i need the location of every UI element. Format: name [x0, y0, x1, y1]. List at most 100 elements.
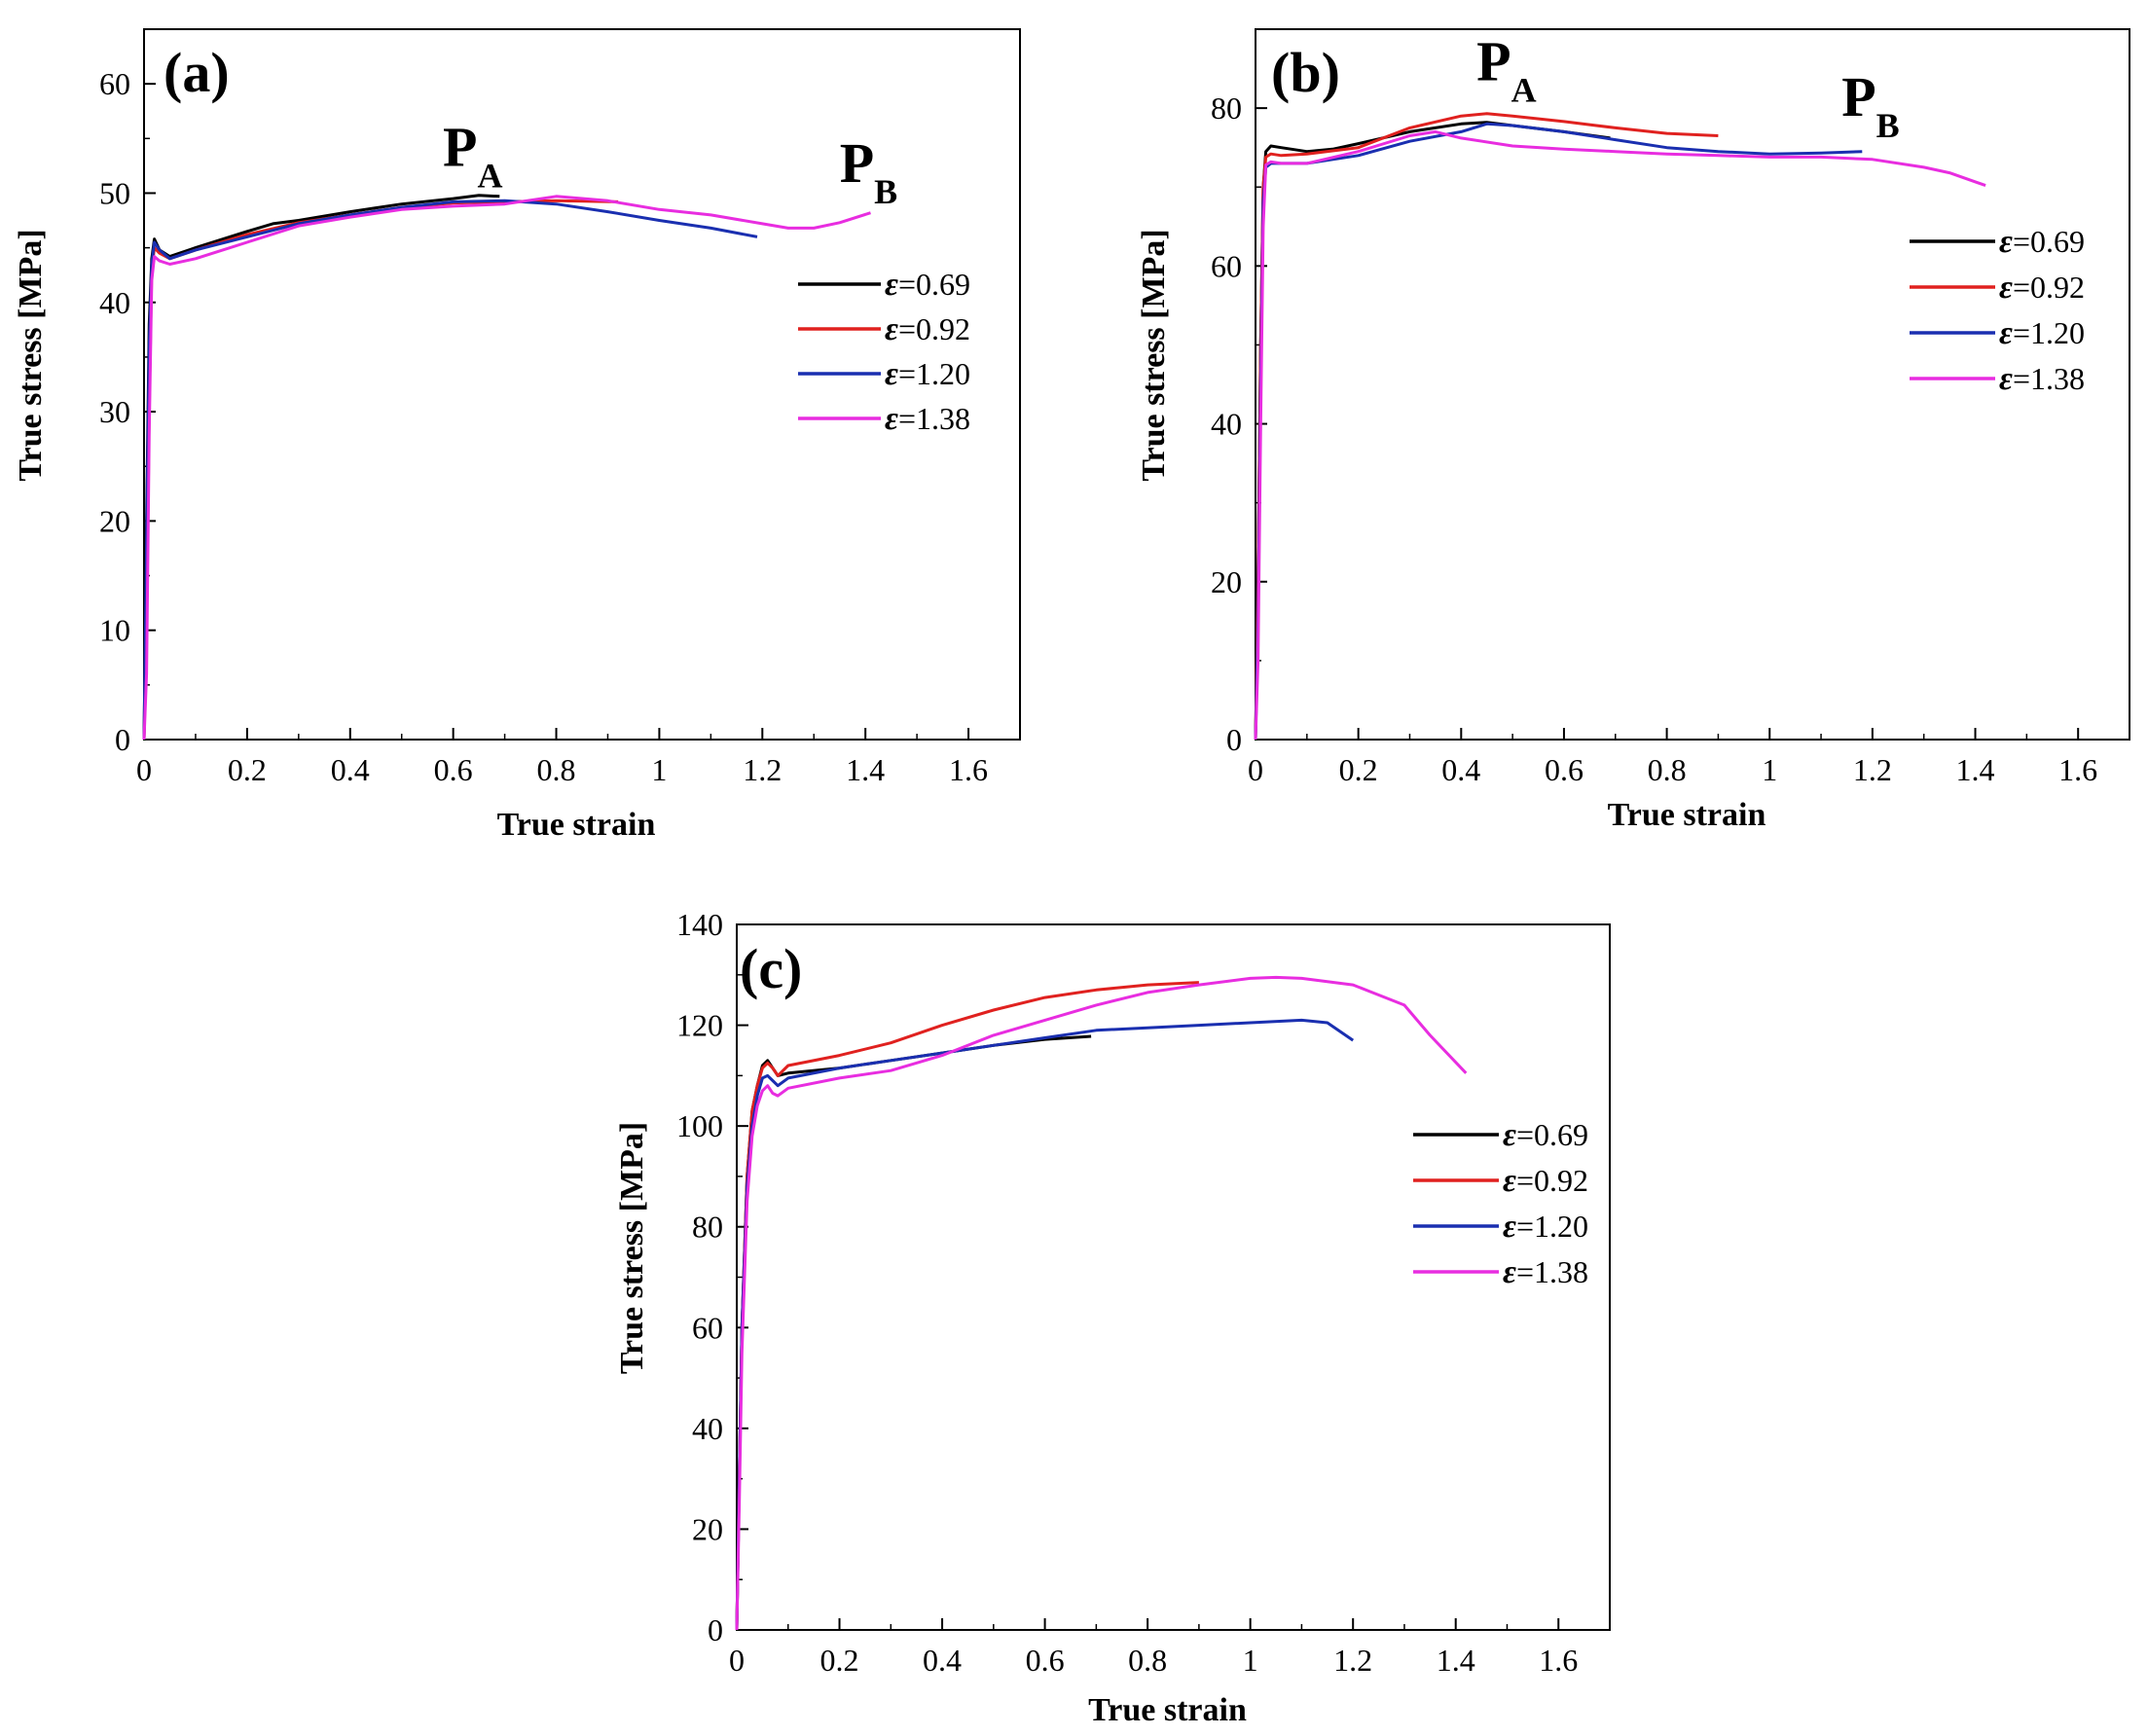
legend-label: ε=0.69 [1503, 1117, 1588, 1153]
y-axis-title: True stress [MPa] [13, 229, 49, 481]
legend-value: =0.69 [2013, 224, 2085, 259]
legend-epsilon: ε [885, 356, 898, 392]
legend-epsilon: ε [1503, 1254, 1516, 1290]
legend-label: ε=0.92 [1503, 1163, 1588, 1199]
y-tick-label: 40 [99, 285, 130, 320]
plot-frame [143, 28, 1021, 741]
y-tick-label: 0 [708, 1612, 723, 1647]
legend-label: ε=0.69 [1999, 224, 2085, 260]
y-tick-label: 20 [99, 503, 130, 538]
legend-epsilon: ε [885, 311, 898, 347]
legend-value: =0.69 [1516, 1117, 1588, 1152]
y-tick-label: 20 [692, 1511, 723, 1546]
x-tick-label: 0.6 [1545, 752, 1584, 787]
x-tick-label: 1.6 [949, 752, 988, 787]
y-tick-label: 100 [676, 1108, 723, 1143]
legend-epsilon: ε [1999, 315, 2013, 351]
x-axis-title: True strain [1088, 1692, 1247, 1728]
x-tick-label: 0.8 [1128, 1643, 1167, 1678]
series-line-eps-0.92 [735, 981, 1199, 1631]
series-line-eps-1.20 [1254, 122, 1863, 741]
series-line-eps-1.38 [735, 975, 1468, 1631]
legend-label: ε=1.38 [1999, 361, 2085, 397]
legend-epsilon: ε [1503, 1163, 1516, 1199]
legend-epsilon: ε [885, 401, 898, 437]
y-tick-label: 60 [1211, 248, 1242, 283]
legend-value: =1.38 [898, 401, 970, 436]
chart-panel-1: 0 0.2 0.4 0.6 0.8 1 1.2 1.4 1.6 0 10 20 30 40 50 60 True… [13, 28, 1021, 843]
legend-label: ε=1.20 [1503, 1209, 1588, 1245]
legend-value: =1.20 [1516, 1209, 1588, 1244]
plot-frame [1255, 28, 2130, 741]
x-tick-label: 0.4 [331, 752, 370, 787]
legend-label: ε=1.38 [885, 401, 970, 437]
legend-label: ε=0.92 [1999, 270, 2085, 306]
x-axis-title: True strain [497, 807, 656, 843]
series-line-eps-0.69 [735, 1034, 1092, 1631]
y-tick-label: 80 [1211, 90, 1242, 126]
x-tick-label: 0 [729, 1643, 745, 1678]
legend-label: ε=0.69 [885, 267, 970, 303]
series-line-eps-1.20 [735, 1018, 1355, 1631]
series-line-eps-1.20 [142, 199, 758, 741]
x-tick-label: 0.6 [434, 752, 473, 787]
legend-epsilon: ε [1503, 1117, 1516, 1153]
series-line-eps-1.38 [1254, 129, 1986, 741]
x-tick-label: 1.4 [1956, 752, 1995, 787]
x-tick-label: 0.4 [923, 1643, 962, 1678]
legend-label: ε=1.38 [1503, 1254, 1588, 1290]
series-line-eps-1.38 [142, 195, 871, 741]
y-tick-label: 40 [692, 1411, 723, 1446]
y-axis-title: True stress [MPa] [614, 1122, 650, 1374]
x-tick-label: 0.8 [537, 752, 576, 787]
panel-label: (c) [740, 937, 802, 1000]
x-tick-label: 1.6 [2058, 752, 2097, 787]
peak-annotation: PB [1841, 65, 1899, 145]
legend-epsilon: ε [1503, 1209, 1516, 1245]
y-tick-label: 60 [692, 1310, 723, 1345]
legend-epsilon: ε [1999, 224, 2013, 260]
x-tick-label: 1 [651, 752, 667, 787]
x-tick-label: 0.2 [228, 752, 267, 787]
x-tick-label: 1.2 [1853, 752, 1892, 787]
x-tick-label: 1.6 [1539, 1643, 1578, 1678]
plot-frame [736, 923, 1611, 1631]
x-tick-label: 0 [136, 752, 152, 787]
x-tick-label: 0.6 [1026, 1643, 1065, 1678]
y-tick-label: 50 [99, 175, 130, 210]
legend-label: ε=1.20 [885, 356, 970, 392]
legend-value: =0.92 [2013, 270, 2085, 305]
legend-label: ε=1.20 [1999, 315, 2085, 351]
y-axis-title: True stress [MPa] [1136, 229, 1172, 481]
series-line-eps-0.92 [142, 199, 619, 741]
legend-value: =1.20 [898, 356, 970, 391]
x-tick-label: 1.2 [1333, 1643, 1372, 1678]
legend-value: =0.92 [898, 311, 970, 346]
x-tick-label: 1 [1762, 752, 1777, 787]
series-line-eps-0.69 [1254, 121, 1611, 741]
x-tick-label: 0.2 [820, 1643, 859, 1678]
legend-value: =1.20 [2013, 315, 2085, 350]
legend-epsilon: ε [1999, 361, 2013, 397]
legend-epsilon: ε [885, 267, 898, 303]
y-tick-label: 140 [676, 907, 723, 942]
y-tick-label: 40 [1211, 407, 1242, 442]
y-tick-label: 30 [99, 394, 130, 429]
y-tick-label: 80 [692, 1210, 723, 1245]
peak-annotation: PA [443, 115, 502, 195]
peak-annotation: PB [840, 131, 897, 211]
x-tick-label: 0.2 [1339, 752, 1378, 787]
x-tick-label: 0.4 [1441, 752, 1480, 787]
x-tick-label: 0.8 [1648, 752, 1687, 787]
y-tick-label: 0 [115, 722, 130, 757]
legend-label: ε=0.92 [885, 311, 970, 347]
x-tick-label: 0 [1248, 752, 1263, 787]
legend-value: =1.38 [2013, 361, 2085, 396]
peak-annotation: PA [1476, 30, 1536, 110]
y-tick-label: 60 [99, 66, 130, 101]
x-tick-label: 1.2 [743, 752, 782, 787]
y-tick-label: 20 [1211, 564, 1242, 599]
y-tick-label: 120 [676, 1008, 723, 1043]
x-tick-label: 1.4 [846, 752, 885, 787]
